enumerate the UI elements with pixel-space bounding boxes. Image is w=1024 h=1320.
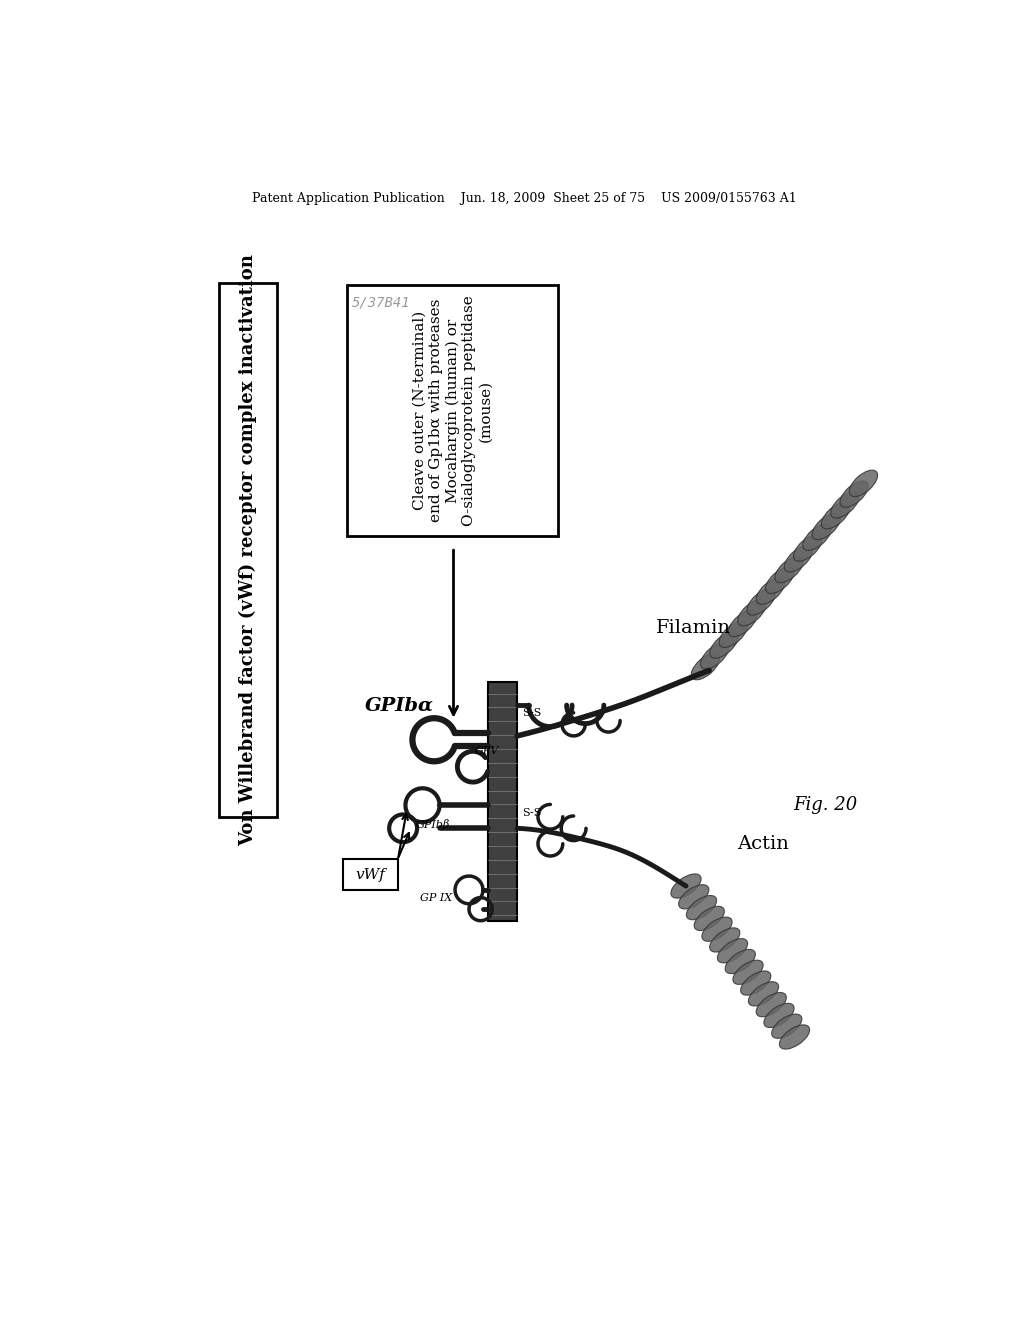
Text: GPV: GPV	[475, 746, 500, 756]
Text: S-S: S-S	[521, 708, 541, 718]
Text: Fig. 20: Fig. 20	[794, 796, 858, 814]
Ellipse shape	[830, 492, 859, 517]
Ellipse shape	[710, 928, 740, 952]
Ellipse shape	[748, 589, 775, 615]
Ellipse shape	[737, 599, 766, 626]
Ellipse shape	[821, 503, 850, 529]
Ellipse shape	[686, 895, 717, 920]
Text: Cleave outer (N-terminal)
end of Gp1bα with proteases
Mocahargin (human) or
O-si: Cleave outer (N-terminal) end of Gp1bα w…	[413, 296, 493, 525]
Text: Actin: Actin	[737, 834, 790, 853]
Ellipse shape	[779, 1024, 810, 1049]
Ellipse shape	[728, 610, 757, 636]
Ellipse shape	[757, 578, 784, 605]
Ellipse shape	[849, 470, 878, 496]
Ellipse shape	[719, 622, 748, 647]
Ellipse shape	[794, 535, 822, 561]
Text: vWf: vWf	[355, 867, 385, 882]
Ellipse shape	[671, 874, 701, 898]
Ellipse shape	[803, 524, 831, 550]
Text: GPIbα: GPIbα	[365, 696, 434, 714]
Text: Patent Application Publication    Jun. 18, 2009  Sheet 25 of 75    US 2009/01557: Patent Application Publication Jun. 18, …	[253, 191, 797, 205]
Ellipse shape	[700, 643, 729, 669]
Ellipse shape	[840, 480, 868, 507]
Ellipse shape	[766, 568, 794, 594]
Text: GP IX: GP IX	[420, 892, 452, 903]
Ellipse shape	[772, 1014, 802, 1039]
Ellipse shape	[733, 960, 763, 985]
Text: 5/37B41: 5/37B41	[352, 296, 411, 309]
Ellipse shape	[784, 545, 812, 572]
Ellipse shape	[718, 939, 748, 962]
Ellipse shape	[701, 917, 732, 941]
Text: S-S: S-S	[521, 808, 541, 818]
Ellipse shape	[764, 1003, 794, 1027]
Ellipse shape	[756, 993, 786, 1016]
Ellipse shape	[812, 513, 841, 540]
Bar	[219, 284, 276, 817]
Ellipse shape	[691, 653, 720, 680]
Ellipse shape	[694, 907, 724, 931]
Ellipse shape	[725, 949, 756, 974]
Text: Von Willebrand factor (vWf) receptor complex inactivation: Von Willebrand factor (vWf) receptor com…	[239, 253, 257, 846]
Ellipse shape	[710, 632, 738, 659]
Bar	[343, 859, 397, 890]
Text: GPIbβ: GPIbβ	[416, 818, 450, 830]
Bar	[488, 682, 517, 921]
Ellipse shape	[740, 972, 771, 995]
Ellipse shape	[749, 982, 778, 1006]
Ellipse shape	[775, 557, 803, 582]
Text: Filamin: Filamin	[656, 619, 731, 638]
Ellipse shape	[679, 884, 709, 909]
Bar	[347, 285, 558, 536]
